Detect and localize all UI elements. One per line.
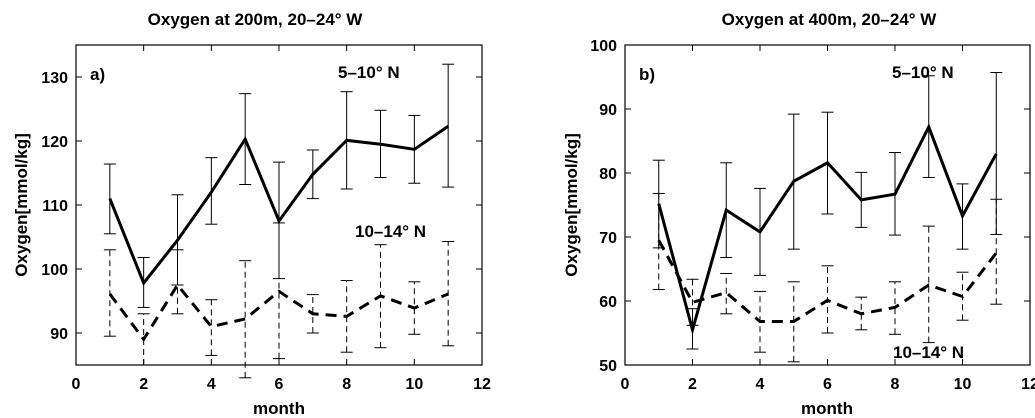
panel-b-south-errorbar (922, 225, 935, 344)
panel-a-south-errorbar (442, 240, 455, 347)
panel-a-ylabel: Oxygen[mmol/kg] (12, 133, 31, 277)
panel-b-south-errorbar (990, 198, 1003, 305)
panel-a-south-errorbar (103, 249, 116, 337)
panel-a-ticks: 0 2 4 6 8 10 12 90 100 110 120 130 (41, 45, 491, 393)
panel-b-south-series-line (657, 239, 998, 323)
panel-a-label: a) (90, 65, 105, 84)
panel-a-label-south: 10–14° N (355, 222, 426, 241)
panel-a-xlabel: month (253, 399, 305, 418)
panel-b-xtick-label-0: 0 (621, 376, 630, 393)
panel-b-south-errorbar (855, 296, 868, 331)
panel-a-south-errorbar (408, 281, 421, 335)
panel-a-south-errorbar (273, 222, 285, 360)
panel-b-ytick-label-5: 100 (590, 38, 617, 55)
panel-a-xtick-label-3: 6 (275, 376, 284, 393)
panel-b-ytick-label-3: 80 (599, 166, 617, 183)
panel-b-south-errorbar (652, 192, 665, 290)
panel-b-label-south: 10–14° N (893, 343, 964, 362)
panel-b-xtick-label-6: 12 (1021, 376, 1035, 393)
panel-a-ytick-label-4: 130 (41, 70, 68, 87)
panel-b-ylabel: Oxygen[mmol/kg] (562, 133, 581, 277)
panel-a-south-errorbar (239, 260, 252, 379)
panel-b-xtick-label-2: 4 (756, 376, 765, 393)
panel-a-xtick-label-6: 12 (473, 376, 491, 393)
panel-a-south-errorbar (171, 249, 184, 315)
panel-a-ytick-label-2: 110 (42, 198, 68, 215)
panel-b-label: b) (639, 65, 655, 84)
panel-b-ytick-label-0: 50 (599, 358, 617, 375)
panel-a-south-errorbar (205, 299, 218, 356)
panel-b-north-series-line (657, 123, 998, 336)
panel-a-xtick-label-1: 2 (139, 376, 148, 393)
panel-a-title: Oxygen at 200m, 20–24° W (148, 10, 364, 29)
panel-b-series (652, 72, 1003, 363)
panel-b-ticks: 0 2 4 6 8 10 12 50 60 70 80 90 100 (590, 38, 1035, 393)
panel-a-ytick-label-0: 90 (50, 326, 68, 343)
panel-a-xtick-label-4: 8 (342, 376, 351, 393)
panel-a-north-errorbar (442, 63, 455, 188)
panel-b-north-errorbar (990, 72, 1003, 235)
panel-a-xtick-label-2: 4 (207, 376, 216, 393)
panel-b-xtick-label-1: 2 (688, 376, 697, 393)
panel-a-north-series-line (108, 125, 450, 287)
panel-a-ytick-label-1: 100 (41, 262, 68, 279)
panel-b-xtick-label-4: 8 (891, 376, 900, 393)
panel-b-ytick-label-1: 60 (599, 294, 617, 311)
panel-b-south-errorbar (889, 281, 901, 335)
panel-b-title: Oxygen at 400m, 20–24° W (722, 10, 938, 29)
panel-a-series (103, 63, 455, 379)
panel-a-xtick-label-0: 0 (72, 376, 81, 393)
panel-b-ytick-label-2: 70 (599, 230, 617, 247)
panel-a: Oxygen at 200m, 20–24° W 0 2 4 6 8 10 12 90 100 1… (12, 10, 491, 418)
panel-b-xlabel: month (801, 399, 853, 418)
panel-a-south-errorbar (306, 294, 319, 334)
panel-b-xtick-label-5: 10 (954, 376, 972, 393)
panel-a-xtick-label-5: 10 (405, 376, 423, 393)
panel-b-ytick-label-4: 90 (599, 102, 617, 119)
panel-b-label-north: 5–10° N (892, 63, 954, 82)
panel-b-south-errorbar (720, 272, 733, 315)
panel-a-south-series-line (108, 282, 449, 343)
panel-b-south-errorbar (686, 278, 699, 326)
panel-b-xtick-label-3: 6 (823, 376, 832, 393)
panel-a-ytick-label-3: 120 (41, 134, 68, 151)
panel-b: Oxygen at 400m, 20–24° W 0 2 4 6 8 10 12 50 60 70… (562, 10, 1035, 418)
panel-a-label-north: 5–10° N (338, 63, 400, 82)
